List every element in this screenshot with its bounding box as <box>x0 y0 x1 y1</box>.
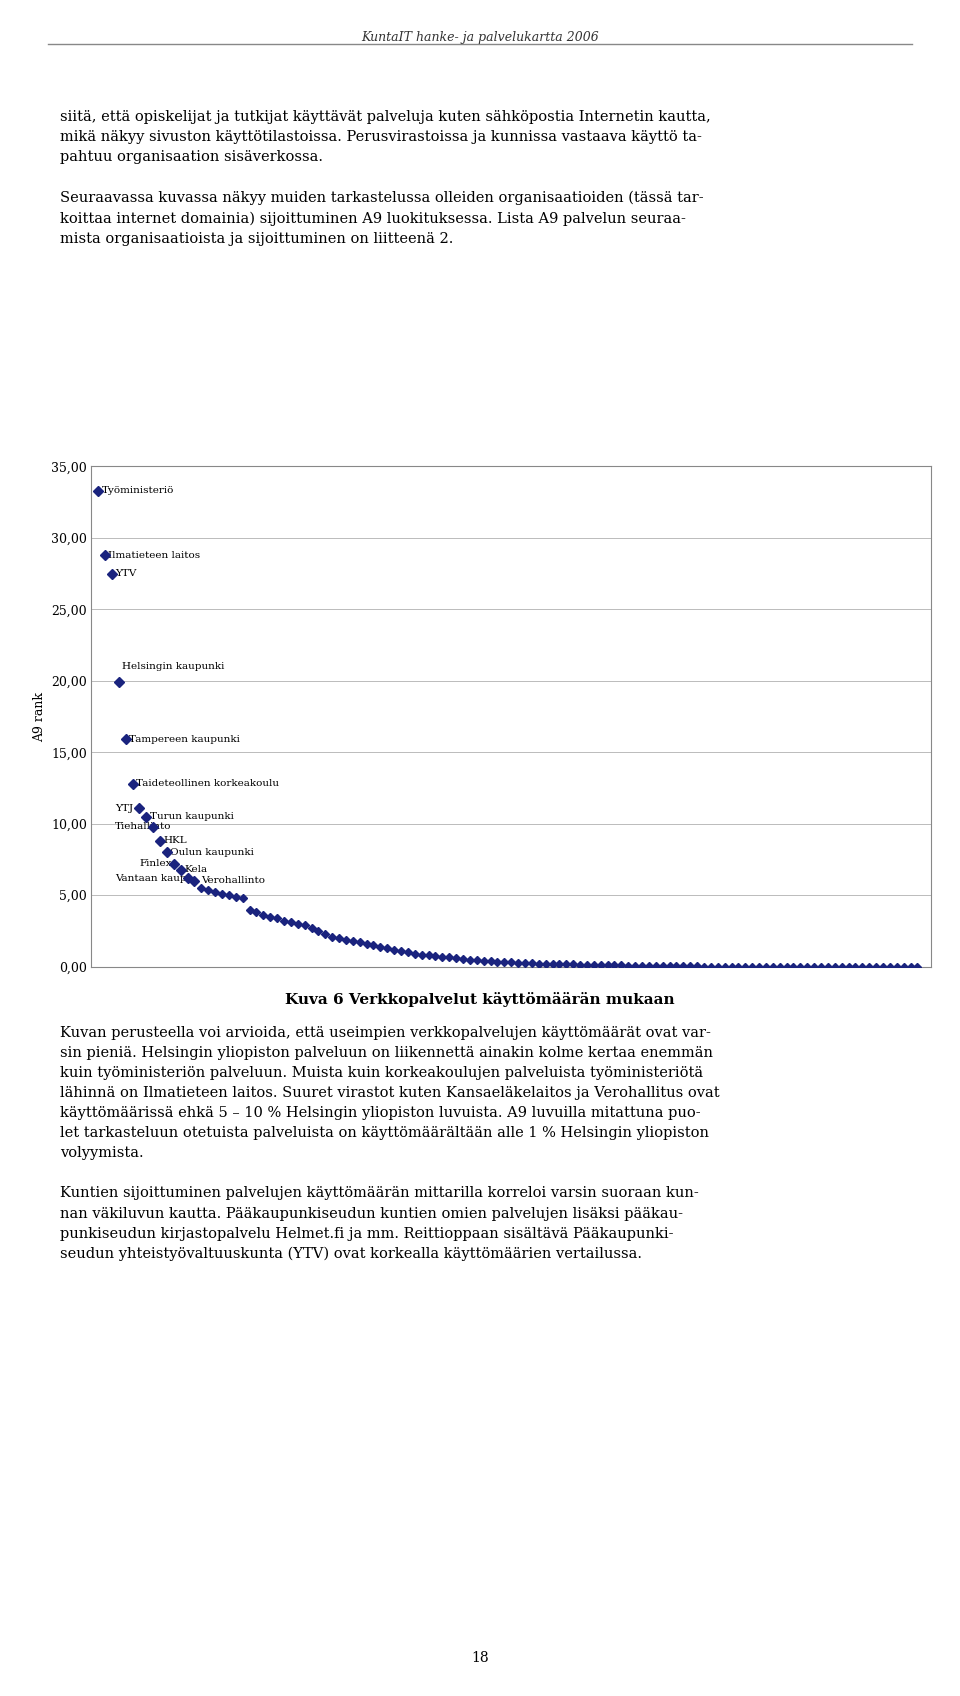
Text: Oulun kaupunki: Oulun kaupunki <box>170 848 254 856</box>
Text: KuntaIT hanke- ja palvelukartta 2006: KuntaIT hanke- ja palvelukartta 2006 <box>361 31 599 44</box>
Text: siitä, että opiskelijat ja tutkijat käyttävät palveluja kuten sähköpostia Intern: siitä, että opiskelijat ja tutkijat käyt… <box>60 110 711 246</box>
Text: Ilmatieteen laitos: Ilmatieteen laitos <box>108 551 201 560</box>
Text: Kuva 6 Verkkopalvelut käyttömäärän mukaan: Kuva 6 Verkkopalvelut käyttömäärän mukaa… <box>285 992 675 1007</box>
Text: Verohallinto: Verohallinto <box>202 877 265 885</box>
Text: YTJ: YTJ <box>115 804 133 812</box>
Text: Turun kaupunki: Turun kaupunki <box>150 812 233 821</box>
Text: Vantaan kaup: Vantaan kaup <box>115 873 187 882</box>
Y-axis label: A9 rank: A9 rank <box>33 692 46 741</box>
Text: Työministeriö: Työministeriö <box>102 487 174 495</box>
Text: Kuvan perusteella voi arvioida, että useimpien verkkopalvelujen käyttömäärät ova: Kuvan perusteella voi arvioida, että use… <box>60 1026 720 1262</box>
Text: 18: 18 <box>471 1652 489 1665</box>
Text: Helsingin kaupunki: Helsingin kaupunki <box>122 661 225 672</box>
Text: Tiehallinto: Tiehallinto <box>115 823 172 831</box>
Text: Finlex: Finlex <box>139 860 172 868</box>
Text: YTV: YTV <box>115 570 136 578</box>
Text: Taideteollinen korkeakoulu: Taideteollinen korkeakoulu <box>136 778 279 789</box>
Text: Tampereen kaupunki: Tampereen kaupunki <box>129 734 240 745</box>
Text: Kela: Kela <box>184 865 207 873</box>
Text: HKL: HKL <box>163 836 187 845</box>
